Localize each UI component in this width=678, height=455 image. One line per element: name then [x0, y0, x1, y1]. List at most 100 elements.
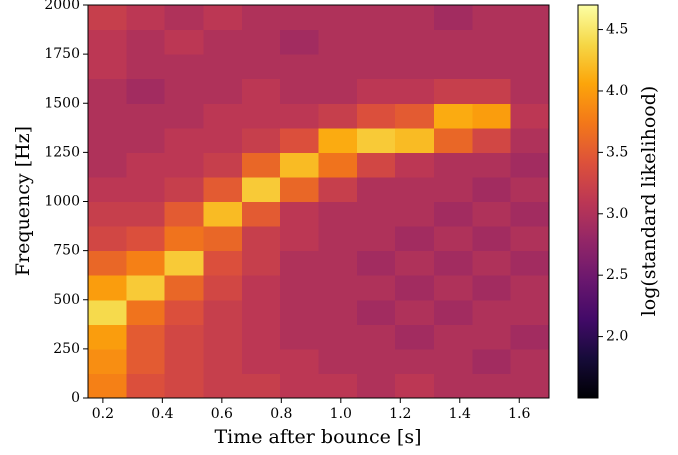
heatmap-cell	[510, 348, 550, 374]
colorbar-tick-label: 3.5	[606, 144, 628, 160]
heatmap-cell	[318, 373, 358, 399]
heatmap-cell	[472, 127, 512, 153]
heatmap-cell	[395, 103, 435, 129]
heatmap-cell	[433, 54, 473, 80]
heatmap-cell	[395, 152, 435, 178]
y-tick-label: 1500	[44, 95, 80, 111]
y-tick-label: 1250	[44, 144, 80, 160]
heatmap-cell	[241, 176, 281, 202]
heatmap-cell	[433, 201, 473, 227]
heatmap-cell	[318, 275, 358, 301]
heatmap-cell	[433, 226, 473, 252]
heatmap-cell	[280, 275, 319, 301]
heatmap-cell	[356, 54, 396, 80]
heatmap-cell	[88, 373, 127, 399]
heatmap-cell	[510, 201, 550, 227]
heatmap-cell	[203, 275, 243, 301]
heatmap-cell	[472, 348, 512, 374]
heatmap-cell	[472, 152, 512, 178]
heatmap-cell	[356, 226, 396, 252]
heatmap-cell	[203, 29, 243, 55]
heatmap-cell	[318, 5, 358, 31]
x-tick-label: 1.0	[330, 406, 352, 422]
heatmap-cell	[356, 78, 396, 104]
colorbar-tick-label: 2.5	[606, 267, 628, 283]
heatmap-cell	[472, 373, 512, 399]
colorbar-tick-label: 2.0	[606, 329, 628, 345]
y-tick-label: 0	[71, 390, 80, 406]
heatmap-cell	[126, 127, 166, 153]
heatmap-cell	[280, 78, 319, 104]
heatmap-cell	[241, 348, 281, 374]
heatmap-cell	[241, 226, 281, 252]
heatmap-cell	[203, 324, 243, 350]
heatmap-cell	[280, 226, 319, 252]
y-tick-label: 1750	[44, 46, 80, 62]
heatmap-cell	[241, 152, 281, 178]
heatmap-cell	[88, 201, 127, 227]
heatmap-cell	[241, 54, 281, 80]
heatmap-cell	[356, 373, 396, 399]
heatmap-cell	[280, 348, 319, 374]
heatmap-cell	[164, 127, 204, 153]
heatmap-cell	[280, 250, 319, 276]
y-tick-label: 2000	[44, 0, 80, 13]
heatmap-cell	[241, 78, 281, 104]
heatmap-cell	[472, 275, 512, 301]
heatmap-cell	[88, 226, 127, 252]
heatmap-cell	[318, 78, 358, 104]
y-tick-label: 750	[53, 243, 80, 259]
heatmap-cell	[126, 78, 166, 104]
heatmap-cell	[472, 5, 512, 31]
heatmap-cell	[510, 152, 550, 178]
heatmap-cell	[203, 201, 243, 227]
heatmap-cell	[472, 29, 512, 55]
colorbar	[577, 4, 599, 399]
heatmap-cell	[433, 250, 473, 276]
heatmap-cell	[88, 299, 127, 325]
heatmap-cell	[164, 348, 204, 374]
heatmap-cell	[510, 78, 550, 104]
x-tick-label: 0.4	[151, 406, 173, 422]
heatmap-cell	[280, 324, 319, 350]
heatmap-cell	[126, 176, 166, 202]
heatmap-cell	[395, 348, 435, 374]
heatmap-cell	[433, 275, 473, 301]
heatmap-cell	[395, 324, 435, 350]
heatmap-cell	[510, 127, 550, 153]
heatmap-cell	[318, 176, 358, 202]
heatmap-cell	[241, 250, 281, 276]
heatmap-cell	[126, 103, 166, 129]
heatmap-cell	[164, 275, 204, 301]
heatmap-cell	[510, 5, 550, 31]
heatmap-cell	[280, 201, 319, 227]
heatmap-cell	[356, 103, 396, 129]
heatmap-cell	[280, 152, 319, 178]
y-tick-label: 500	[53, 292, 80, 308]
heatmap-cell	[88, 152, 127, 178]
heatmap-cell	[318, 127, 358, 153]
heatmap-cell	[395, 275, 435, 301]
heatmap-cell	[88, 127, 127, 153]
heatmap-cell	[472, 299, 512, 325]
heatmap-cell	[164, 324, 204, 350]
heatmap-cell	[356, 250, 396, 276]
heatmap-cell	[88, 348, 127, 374]
heatmap-cell	[318, 299, 358, 325]
heatmap	[88, 5, 550, 399]
heatmap-cell	[203, 152, 243, 178]
heatmap-cell	[318, 152, 358, 178]
heatmap-cell	[356, 152, 396, 178]
heatmap-cell	[203, 103, 243, 129]
heatmap-cell	[126, 275, 166, 301]
heatmap-cell	[203, 348, 243, 374]
heatmap-cell	[241, 201, 281, 227]
heatmap-cell	[356, 299, 396, 325]
heatmap-cell	[356, 348, 396, 374]
y-axis-label: Frequency [Hz]	[12, 126, 34, 276]
y-tick-label: 250	[53, 341, 80, 357]
heatmap-cell	[203, 299, 243, 325]
x-tick-label: 0.8	[270, 406, 292, 422]
heatmap-cell	[318, 250, 358, 276]
